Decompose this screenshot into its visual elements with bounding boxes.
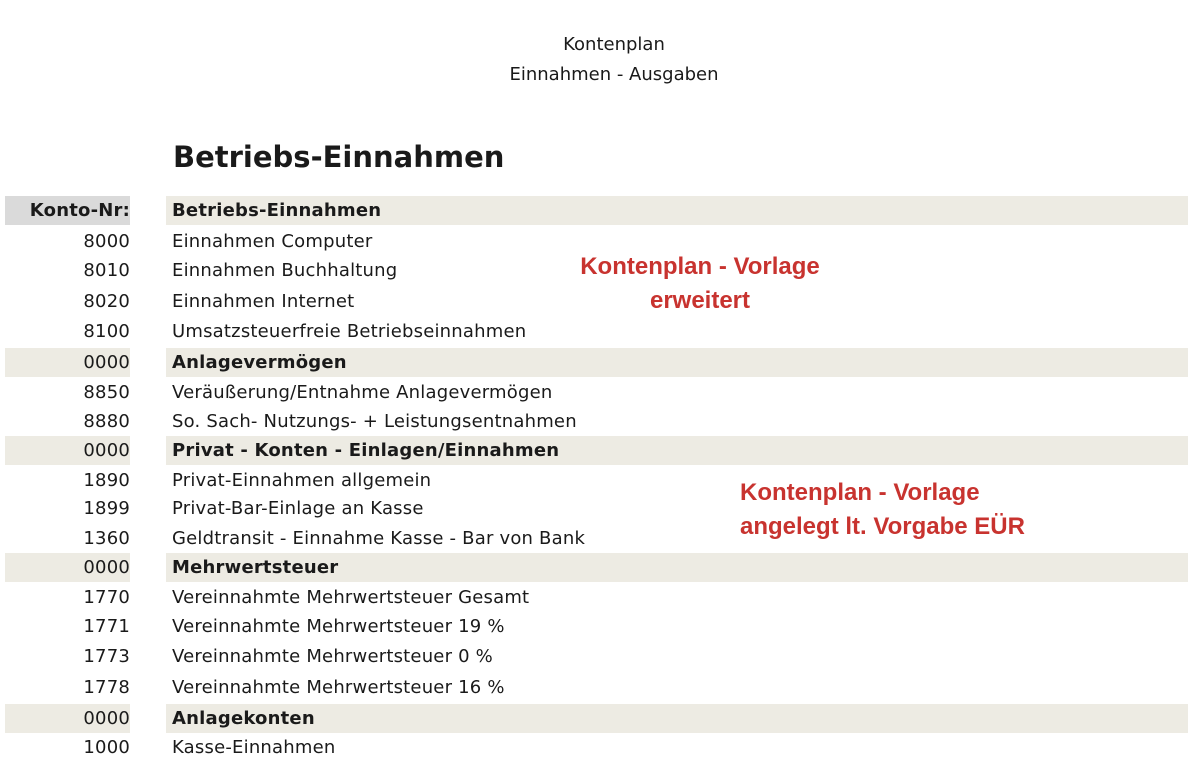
account-number: 0000 (5, 348, 130, 377)
account-number: 1890 (83, 470, 130, 491)
table-row: 8850 Veräußerung/Entnahme Anlagevermögen (0, 378, 1200, 407)
account-group-name: Anlagevermögen (166, 348, 1188, 377)
account-number: 8880 (83, 411, 130, 432)
account-name: Vereinnahmte Mehrwertsteuer 16 % (172, 677, 505, 698)
account-number: 8850 (83, 382, 130, 403)
table-group-row: 0000 Mehrwertsteuer (0, 553, 1200, 582)
table-group-row: 0000 Privat - Konten - Einlagen/Einnahme… (0, 436, 1200, 465)
account-name: So. Sach- Nutzungs- + Leistungsentnahmen (172, 411, 577, 432)
account-name: Umsatzsteuerfreie Betriebseinnahmen (172, 321, 527, 342)
table-group-row: 0000 Anlagekonten (0, 704, 1200, 733)
account-number: 8000 (83, 231, 130, 252)
header-konto-nr: Konto-Nr: (5, 196, 130, 225)
table-row: 1360 Geldtransit - Einnahme Kasse - Bar … (0, 524, 1200, 553)
table-row: 8010 Einnahmen Buchhaltung (0, 256, 1200, 285)
account-name: Privat-Bar-Einlage an Kasse (172, 498, 424, 519)
table-row: 1899 Privat-Bar-Einlage an Kasse (0, 494, 1200, 523)
account-name: Veräußerung/Entnahme Anlagevermögen (172, 382, 553, 403)
account-number: 1000 (83, 737, 130, 758)
header-group-name: Betriebs-Einnahmen (166, 196, 1188, 225)
document-subtitle: Einnahmen - Ausgaben (509, 64, 719, 85)
table-row: 8020 Einnahmen Internet (0, 287, 1200, 316)
annotation-extended: Kontenplan - Vorlage erweitert (540, 250, 860, 318)
section-title: Betriebs-Einnahmen (173, 140, 505, 174)
table-row: 1773 Vereinnahmte Mehrwertsteuer 0 % (0, 642, 1200, 671)
account-number: 0000 (5, 704, 130, 733)
account-number: 1899 (83, 498, 130, 519)
annotation-created-line1: Kontenplan - Vorlage (740, 479, 980, 506)
table-row: 1778 Vereinnahmte Mehrwertsteuer 16 % (0, 673, 1200, 702)
account-group-name: Privat - Konten - Einlagen/Einnahmen (166, 436, 1188, 465)
account-number: 1773 (83, 646, 130, 667)
table-row: 8880 So. Sach- Nutzungs- + Leistungsentn… (0, 407, 1200, 436)
table-header-row: Konto-Nr: Betriebs-Einnahmen (0, 196, 1200, 225)
account-name: Einnahmen Internet (172, 291, 355, 312)
account-number: 1360 (83, 528, 130, 549)
annotation-extended-line1: Kontenplan - Vorlage (580, 253, 820, 280)
table-row: 1000 Kasse-Einnahmen (0, 733, 1200, 762)
annotation-extended-line2: erweitert (649, 287, 751, 314)
account-group-name: Anlagekonten (166, 704, 1188, 733)
account-number: 8100 (83, 321, 130, 342)
account-number: 1771 (83, 616, 130, 637)
account-number: 0000 (5, 553, 130, 582)
account-number: 8010 (83, 260, 130, 281)
account-name: Geldtransit - Einnahme Kasse - Bar von B… (172, 528, 586, 549)
account-name: Privat-Einnahmen allgemein (172, 470, 432, 491)
account-name: Vereinnahmte Mehrwertsteuer 19 % (172, 616, 505, 637)
account-number: 1778 (83, 677, 130, 698)
document-header: Kontenplan Einnahmen - Ausgaben (0, 30, 1200, 90)
annotation-created-line2: angelegt lt. Vorgabe EÜR (740, 513, 1025, 540)
account-group-name: Mehrwertsteuer (166, 553, 1188, 582)
account-number: 8020 (83, 291, 130, 312)
account-name: Vereinnahmte Mehrwertsteuer Gesamt (172, 587, 530, 608)
table-row: 8100 Umsatzsteuerfreie Betriebseinnahmen (0, 317, 1200, 346)
account-name: Kasse-Einnahmen (172, 737, 336, 758)
table-row: 1890 Privat-Einnahmen allgemein (0, 466, 1200, 495)
account-name: Einnahmen Buchhaltung (172, 260, 398, 281)
account-name: Vereinnahmte Mehrwertsteuer 0 % (172, 646, 493, 667)
table-row: 1770 Vereinnahmte Mehrwertsteuer Gesamt (0, 583, 1200, 612)
account-number: 1770 (83, 587, 130, 608)
account-name: Einnahmen Computer (172, 231, 373, 252)
table-group-row: 0000 Anlagevermögen (0, 348, 1200, 377)
table-row: 1771 Vereinnahmte Mehrwertsteuer 19 % (0, 612, 1200, 641)
account-number: 0000 (5, 436, 130, 465)
annotation-created: Kontenplan - Vorlage angelegt lt. Vorgab… (740, 476, 1070, 544)
document-title: Kontenplan (563, 34, 665, 55)
table-row: 8000 Einnahmen Computer (0, 227, 1200, 256)
